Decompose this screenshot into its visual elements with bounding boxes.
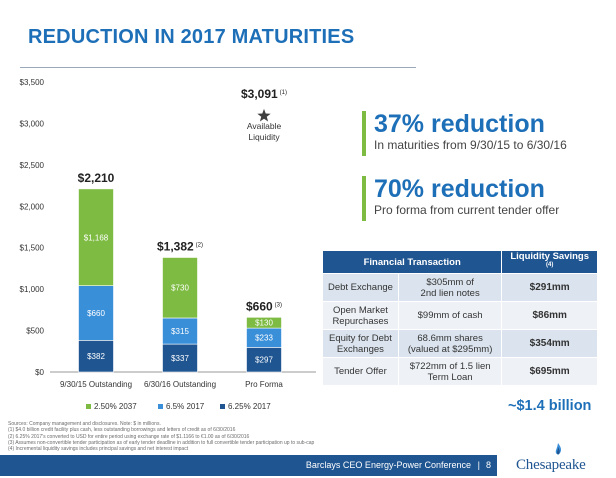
savings-cell: $86mm [501, 301, 598, 331]
y-tick-label: $1,000 [20, 285, 45, 294]
bar-value-label: $660 [87, 309, 105, 318]
liquidity-value: $3,091 (1) [241, 87, 287, 101]
detail-line2: (valued at $295mm) [407, 343, 493, 355]
header-savings-note: (4) [546, 262, 554, 268]
y-tick-label: $2,500 [20, 161, 45, 170]
transaction-cell: Open Market Repurchases [322, 301, 399, 331]
header-liquidity-savings: Liquidity Savings (4) [501, 249, 598, 275]
y-tick-label: $3,000 [20, 119, 45, 128]
bar-value-label: $130 [255, 319, 273, 328]
bar-total-label: $660 (3) [246, 299, 282, 313]
table-row: Equity for Debt Exchanges 68.6mm shares (v… [322, 329, 598, 359]
company-logo: Chesapeake [502, 443, 614, 477]
bar-value-label: $1,168 [84, 233, 109, 242]
x-tick-label: 9/30/15 Outstanding [60, 380, 132, 389]
callout-reduction-proforma: 70% reduction Pro forma from current ten… [362, 176, 559, 221]
bar-stacks: $382 $660 $1,168 $2,210 $337 $315 $730 $1,382 (2… [78, 171, 282, 373]
callout-headline: 37% reduction [374, 110, 545, 138]
transaction-cell: Tender Offer [322, 357, 399, 387]
detail-line2: 2nd lien notes [420, 287, 480, 299]
title-divider [20, 67, 416, 68]
x-axis: 9/30/15 Outstanding 6/30/16 Outstanding Pr… [60, 380, 283, 389]
bar-segment [246, 317, 282, 329]
bar-segment [162, 343, 198, 373]
bar-total-label: $1,382 (2) [157, 239, 203, 253]
transaction-line1: Equity for Debt [329, 332, 392, 344]
x-tick-label: Pro Forma [245, 380, 283, 389]
y-tick-label: $500 [26, 327, 44, 336]
logo-wordmark: Chesapeake [516, 457, 586, 473]
legend-swatch [220, 404, 225, 409]
transaction-line2: Exchanges [336, 343, 384, 355]
y-tick-label: $3,500 [20, 78, 45, 87]
bar-value-label: $297 [255, 356, 273, 365]
bar-segment [162, 257, 198, 319]
detail-line1: 68.6mm shares [417, 332, 483, 344]
footnote-source: Sources: Company management and disclosu… [8, 421, 161, 427]
bar-value-label: $337 [171, 354, 189, 363]
detail-cell: $99mm of cash [397, 301, 503, 331]
x-tick-label: 6/30/16 Outstanding [144, 380, 216, 389]
page-number: 8 [485, 460, 491, 470]
bar-value-label: $382 [87, 352, 105, 361]
bar-segment [78, 285, 114, 341]
savings-cell: $695mm [501, 357, 598, 387]
bar-segment [78, 340, 114, 373]
maturities-chart: $0 $500 $1,000 $1,500 $2,000 $2,500 $3,000 $3,5… [20, 78, 316, 411]
y-tick-label: $0 [35, 368, 44, 377]
footnote-2: (2) 6.25% 2017's converted to USD for en… [8, 433, 250, 440]
footnotes: Sources: Company management and disclosu… [8, 421, 314, 452]
header-financial-transaction: Financial Transaction [321, 249, 503, 275]
detail-line1: $305mm of [426, 276, 474, 288]
table-row: Open Market Repurchases $99mm of cash $86… [322, 301, 598, 331]
footer-bar: Barclays CEO Energy-Power Conference | 8 [0, 455, 497, 476]
flame-icon [555, 443, 562, 455]
transaction-line2: Repurchases [332, 315, 389, 327]
header-savings-label: Liquidity Savings [510, 251, 590, 262]
table-row: Debt Exchange $305mm of 2nd lien notes $2… [322, 273, 598, 303]
bar-value-label: $730 [171, 284, 189, 293]
bar-segment [78, 188, 114, 286]
conference-name: Barclays CEO Energy-Power Conference [305, 460, 471, 470]
table-header-row: Financial Transaction Liquidity Savings … [321, 249, 598, 275]
detail-line1: $722mm of 1.5 lien [409, 360, 491, 372]
footnote-3: (3) Assumes non-convertible tender parti… [8, 439, 315, 446]
table-row: Tender Offer $722mm of 1.5 lien Term Loan… [322, 357, 598, 387]
y-tick-label: $1,500 [20, 244, 45, 253]
bar-value-label: $315 [171, 327, 189, 336]
callout-subtext: Pro forma from current tender offer [374, 203, 560, 217]
callout-reduction-maturities: 37% reduction In maturities from 9/30/15… [362, 111, 567, 156]
savings-cell: $291mm [501, 273, 598, 303]
financial-transactions-table: Financial Transaction Liquidity Savings … [321, 249, 598, 387]
legend-label: 6.25% 2017 [228, 402, 271, 411]
chart-legend: 2.50% 2037 6.5% 2017 6.25% 2017 [86, 402, 271, 411]
transaction-cell: Equity for Debt Exchanges [322, 329, 399, 359]
liquidity-label-line2: Liquidity [248, 132, 280, 142]
transaction-cell: Debt Exchange [322, 273, 399, 303]
detail-cell: $722mm of 1.5 lien Term Loan [397, 357, 503, 387]
total-liquidity-savings: ~$1.4 billion [508, 398, 592, 414]
savings-cell: $354mm [501, 329, 598, 359]
y-tick-label: $2,000 [20, 202, 45, 211]
detail-cell: $305mm of 2nd lien notes [397, 273, 503, 303]
detail-cell: 68.6mm shares (valued at $295mm) [397, 329, 503, 359]
footnote-4: (4) Incremental liquidity savings includ… [8, 446, 189, 453]
callout-headline: 70% reduction [374, 175, 545, 203]
footnote-1: (1) $4.0 billion credit facility plus ca… [8, 427, 236, 434]
transaction-line1: Open Market [332, 304, 388, 316]
bar-value-label: $233 [255, 334, 273, 343]
legend-swatch [158, 404, 163, 409]
star-icon [257, 108, 271, 122]
footer-separator: | [477, 460, 480, 470]
legend-swatch [86, 404, 91, 409]
detail-line2: Term Loan [427, 371, 473, 383]
bar-total-label: $2,210 [78, 171, 115, 185]
legend-label: 6.5% 2017 [166, 402, 205, 411]
legend-label: 2.50% 2037 [94, 402, 137, 411]
callout-subtext: In maturities from 9/30/15 to 6/30/16 [374, 138, 567, 152]
liquidity-label-line1: Available [247, 121, 282, 131]
page-title: REDUCTION IN 2017 MATURITIES [28, 26, 355, 48]
